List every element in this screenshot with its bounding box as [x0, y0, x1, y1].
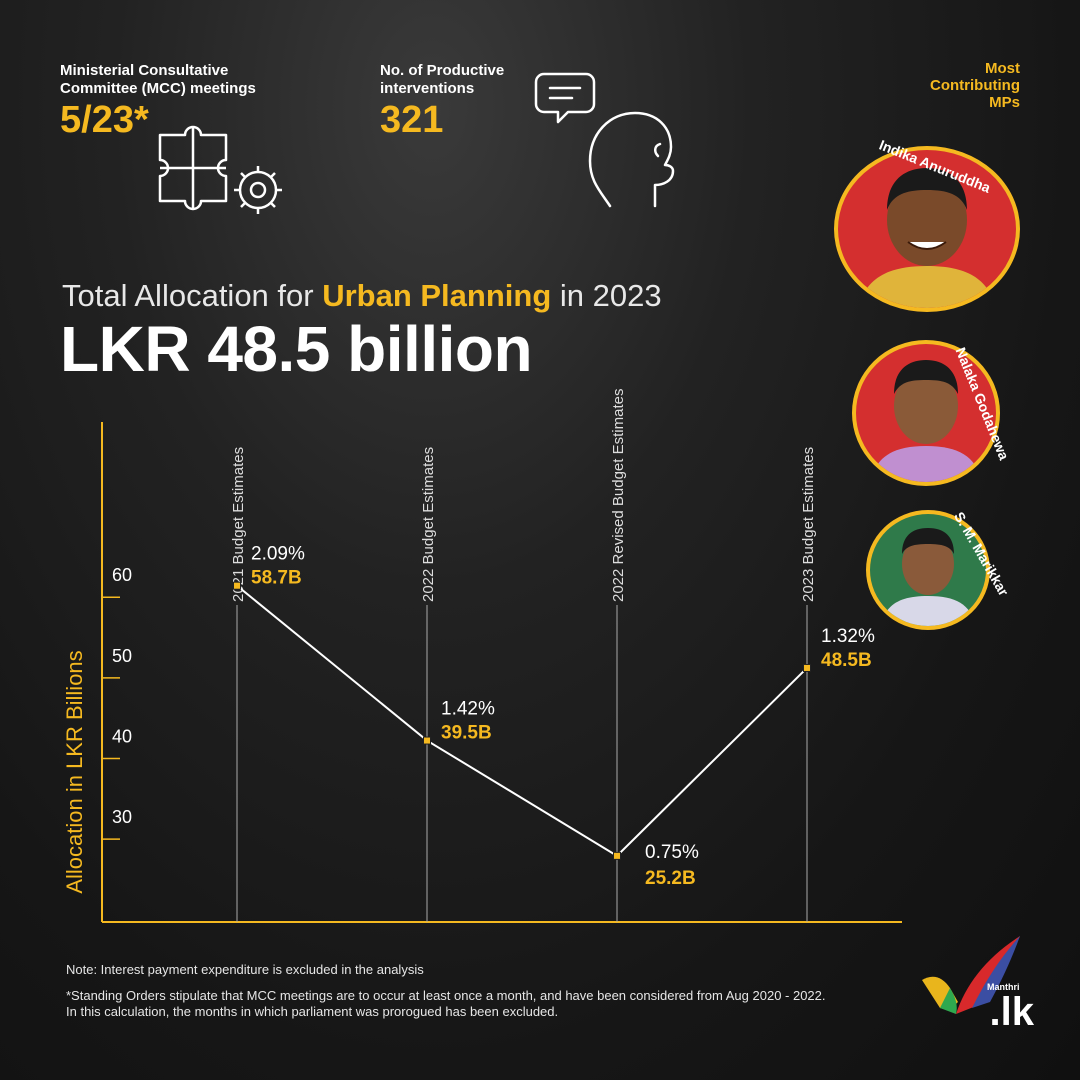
y-tick-label: 40	[112, 727, 132, 747]
mp-avatar-1	[834, 146, 1020, 312]
y-axis-label: Allocation in LKR Billions	[62, 650, 87, 893]
total-allocation-amount: LKR 48.5 billion	[60, 313, 533, 385]
mcc-label-line1: Ministerial Consultative	[60, 62, 229, 79]
interventions-value: 321	[380, 99, 444, 141]
mcc-label-line2: Committee (MCC) meetings	[60, 80, 256, 97]
mp-avatar-2	[852, 340, 1000, 486]
mp-portrait-3	[880, 528, 976, 626]
title-highlight: Urban Planning	[322, 278, 552, 313]
mp-avatar-3	[866, 510, 990, 630]
speaking-head-icon	[534, 72, 675, 208]
mp-portrait-1	[858, 168, 996, 308]
note-standing-orders: *Standing Orders stipulate that MCC meet…	[66, 988, 826, 1020]
category-label: 2022 Budget Estimates	[420, 447, 437, 602]
percent-label: 1.32%	[821, 626, 875, 647]
data-point	[233, 581, 241, 590]
note-standing-orders-line1: *Standing Orders stipulate that MCC meet…	[66, 988, 826, 1003]
heading-line1: Most	[985, 60, 1020, 77]
y-tick-label: 50	[112, 646, 132, 666]
percent-label: 0.75%	[645, 842, 699, 863]
interventions-label-line1: No. of Productive	[380, 62, 505, 79]
note-standing-orders-line2: In this calculation, the months in which…	[66, 1004, 559, 1019]
mcc-label: Ministerial Consultative Committee (MCC)…	[60, 62, 300, 98]
value-label: 58.7B	[251, 568, 302, 589]
logo-small-text: Manthri	[987, 982, 1020, 992]
logo-text: .lk	[989, 990, 1034, 1034]
interventions-label: No. of Productive interventions	[380, 62, 540, 98]
series-line	[236, 584, 808, 858]
value-label: 39.5B	[441, 723, 492, 744]
category-label: 2021 Budget Estimates	[230, 447, 247, 602]
title-suffix: in 2023	[551, 278, 662, 313]
note-interest: Note: Interest payment expenditure is ex…	[66, 962, 424, 977]
category-label: 2023 Budget Estimates	[800, 447, 817, 602]
category-label: 2022 Revised Budget Estimates	[610, 389, 627, 602]
manthri-logo-mark	[922, 936, 1020, 1014]
y-tick-label: 60	[112, 565, 132, 585]
mcc-value: 5/23*	[60, 99, 149, 141]
data-point	[803, 663, 811, 672]
heading-line3: MPs	[989, 94, 1020, 111]
percent-label: 2.09%	[251, 544, 305, 565]
percent-label: 1.42%	[441, 699, 495, 720]
value-label: 25.2B	[645, 868, 696, 889]
chart-title: Total Allocation for Urban Planning in 2…	[62, 278, 662, 314]
title-prefix: Total Allocation for	[62, 278, 323, 313]
y-tick-label: 30	[112, 807, 132, 827]
data-point	[423, 736, 431, 745]
puzzle-gear-icon	[158, 125, 282, 214]
value-label: 48.5B	[821, 650, 872, 671]
mp-portrait-2	[870, 360, 982, 482]
interventions-label-line2: interventions	[380, 80, 475, 97]
most-contributing-heading: Most Contributing MPs	[900, 60, 1020, 111]
heading-line2: Contributing	[930, 77, 1020, 94]
data-point	[613, 851, 621, 860]
